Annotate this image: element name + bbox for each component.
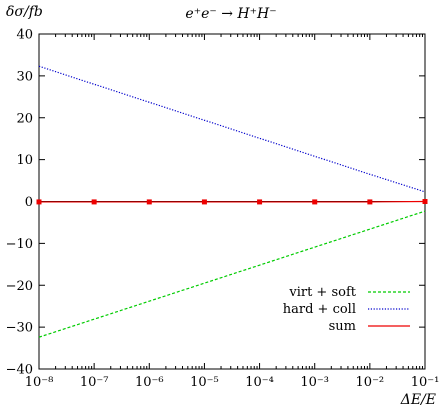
x-tick-label: 10⁻⁴ xyxy=(245,375,274,390)
x-tick-label: 10⁻⁸ xyxy=(25,375,54,390)
y-axis-title: δσ/fb xyxy=(6,4,43,20)
x-tick-label: 10⁻⁶ xyxy=(135,375,164,390)
series-point-sum xyxy=(312,199,317,204)
x-axis-title: ΔE/E xyxy=(400,392,436,408)
chart-title: e⁺e⁻ → H⁺H⁻ xyxy=(185,6,276,22)
y-tick-label: 10 xyxy=(16,153,33,168)
legend-label-sum: sum xyxy=(329,319,356,334)
y-tick-label: 0 xyxy=(25,195,33,210)
series-point-sum xyxy=(257,199,262,204)
series-point-sum xyxy=(147,199,152,204)
series-point-sum xyxy=(367,199,372,204)
y-tick-label: 20 xyxy=(16,111,33,126)
y-tick-label: −10 xyxy=(6,237,33,252)
y-tick-label: 40 xyxy=(16,28,33,43)
series-point-sum xyxy=(202,199,207,204)
series-line-hard-coll xyxy=(39,66,425,192)
legend-layer: virt + soft hard + coll sum xyxy=(283,285,410,334)
y-tick-label: 30 xyxy=(16,69,33,84)
series-point-sum xyxy=(37,199,42,204)
y-tick-label: −20 xyxy=(6,279,33,294)
x-tick-label: 10⁻³ xyxy=(300,375,329,390)
series-point-sum xyxy=(423,199,428,204)
series-layer xyxy=(37,66,428,337)
series-point-sum xyxy=(92,199,97,204)
y-tick-label: −30 xyxy=(6,321,33,336)
x-tick-label: 10⁻² xyxy=(356,375,385,390)
legend-label-virt-soft: virt + soft xyxy=(288,285,356,300)
x-tick-label: 10⁻¹ xyxy=(411,375,440,390)
legend-label-hard-coll: hard + coll xyxy=(283,302,356,317)
series-line-virt-soft xyxy=(39,211,425,337)
x-tick-label: 10⁻⁵ xyxy=(190,375,219,390)
x-tick-label: 10⁻⁷ xyxy=(80,375,109,390)
